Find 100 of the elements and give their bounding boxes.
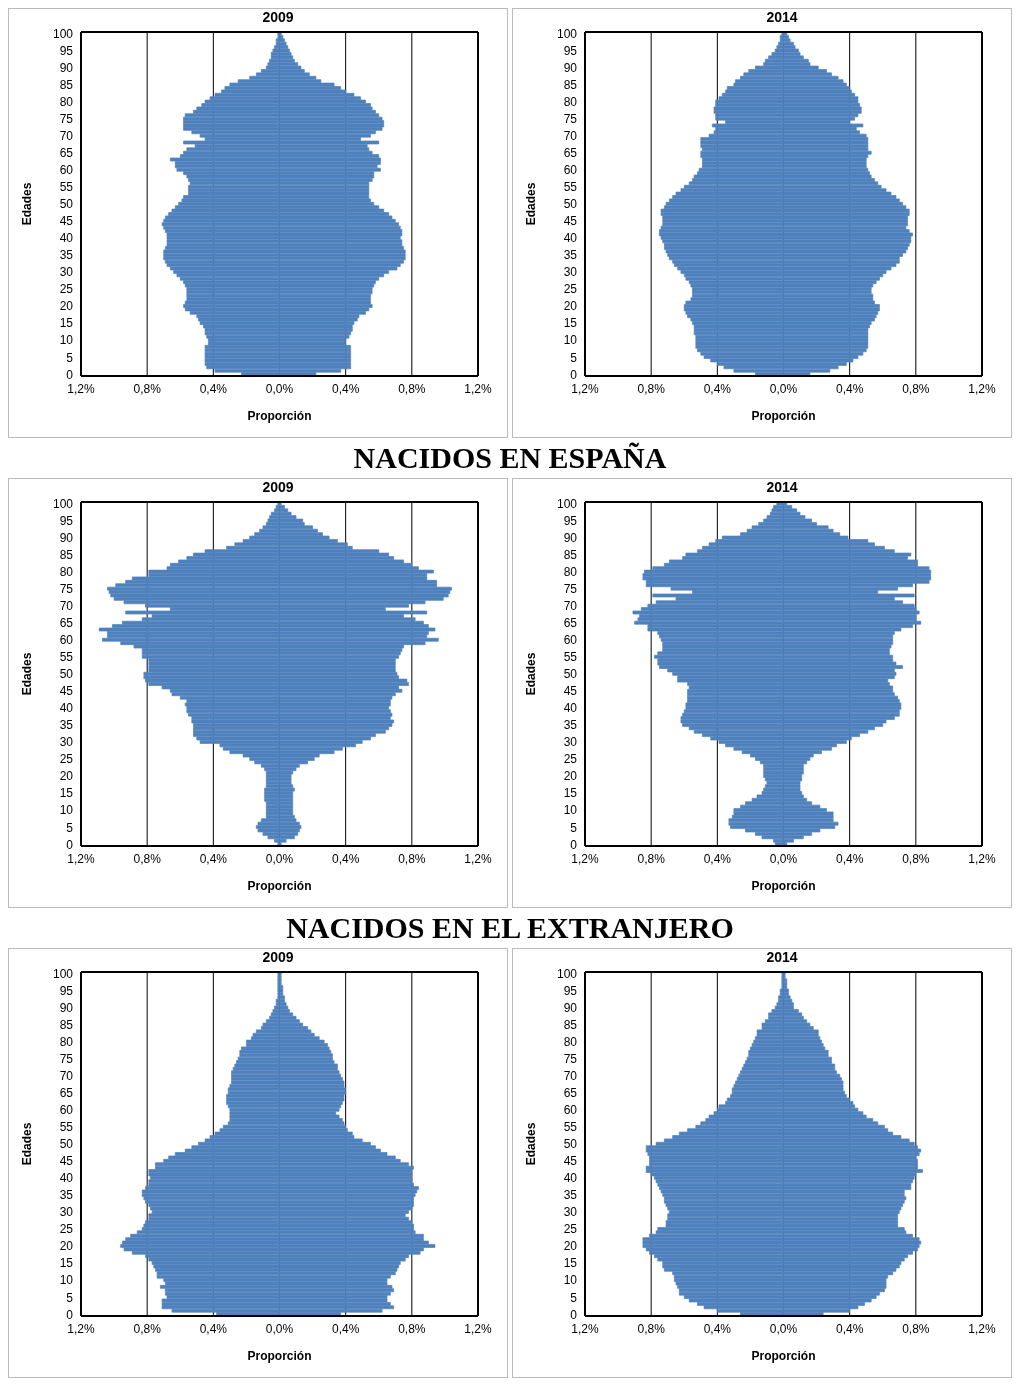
y-tick-label: 60 (59, 633, 74, 648)
x-tick-label: 0,0% (265, 851, 294, 866)
y-tick-label: 60 (563, 163, 578, 178)
y-tick-label: 95 (563, 983, 578, 998)
y-tick-label: 0 (66, 837, 74, 852)
y-tick-label: 70 (59, 129, 74, 144)
x-tick-label: 0,0% (265, 381, 294, 396)
y-tick-label: 35 (563, 248, 578, 263)
x-tick-label: 0,4% (199, 851, 228, 866)
x-tick-label: 0,8% (133, 851, 162, 866)
y-tick-label: 45 (563, 1154, 578, 1169)
y-tick-label: 65 (59, 1086, 74, 1101)
y-tick-label: 65 (563, 1086, 578, 1101)
y-tick-label: 85 (563, 548, 578, 563)
x-tick-label: 0,4% (703, 381, 732, 396)
x-tick-label: 0,0% (769, 851, 798, 866)
y-axis-title: Edades (524, 182, 539, 226)
chart-title: 2014 (765, 479, 799, 497)
y-tick-label: 40 (563, 701, 578, 716)
x-tick-label: 0,8% (133, 1321, 162, 1336)
y-tick-label: 15 (563, 316, 578, 331)
y-tick-label: 5 (66, 350, 74, 365)
y-tick-label: 10 (59, 803, 74, 818)
y-tick-label: 35 (563, 718, 578, 733)
x-tick-label: 0,4% (331, 1321, 360, 1336)
y-tick-label: 85 (59, 78, 74, 93)
y-tick-label: 100 (556, 966, 578, 981)
y-tick-label: 50 (59, 1137, 74, 1152)
y-tick-label: 80 (59, 1035, 74, 1050)
y-tick-label: 60 (59, 1103, 74, 1118)
y-tick-label: 30 (563, 735, 578, 750)
y-tick-label: 50 (59, 197, 74, 212)
y-tick-label: 15 (563, 786, 578, 801)
x-tick-label: 1,2% (968, 851, 996, 866)
y-tick-label: 80 (563, 565, 578, 580)
y-tick-label: 85 (59, 1018, 74, 1033)
y-tick-label: 10 (59, 333, 74, 348)
x-tick-label: 0,4% (835, 851, 864, 866)
y-tick-label: 55 (59, 650, 74, 665)
y-tick-label: 0 (66, 367, 74, 382)
y-tick-label: 60 (563, 633, 578, 648)
y-tick-label: 85 (563, 1018, 578, 1033)
x-tick-label: 0,8% (398, 381, 426, 396)
y-tick-label: 75 (59, 1052, 74, 1067)
x-tick-label: 0,8% (637, 1321, 666, 1336)
y-tick-label: 100 (52, 496, 74, 511)
y-tick-label: 85 (563, 78, 578, 93)
y-tick-label: 75 (59, 112, 74, 127)
y-tick-label: 70 (59, 1069, 74, 1084)
y-tick-label: 100 (556, 26, 578, 41)
y-tick-label: 30 (563, 265, 578, 280)
y-tick-label: 95 (563, 43, 578, 58)
y-tick-label: 65 (59, 616, 74, 631)
y-tick-label: 100 (556, 496, 578, 511)
y-tick-label: 25 (563, 752, 578, 767)
chart-subtitle: NACIDOS EN EL EXTRANJERO (285, 910, 735, 946)
y-tick-label: 50 (563, 1137, 578, 1152)
x-tick-label: 0,8% (902, 851, 930, 866)
x-tick-label: 1,2% (968, 1321, 996, 1336)
y-tick-label: 90 (563, 1001, 578, 1016)
y-tick-label: 35 (59, 1188, 74, 1203)
chart-subtitle: NACIDOS EN ESPAÑA (352, 440, 668, 476)
y-tick-label: 10 (563, 803, 578, 818)
x-tick-label: 0,4% (703, 851, 732, 866)
y-tick-label: 40 (59, 1171, 74, 1186)
y-tick-label: 80 (563, 95, 578, 110)
y-tick-label: 50 (59, 667, 74, 682)
x-tick-label: 0,4% (703, 1321, 732, 1336)
y-tick-label: 5 (66, 1290, 74, 1305)
y-tick-label: 65 (563, 616, 578, 631)
y-tick-label: 85 (59, 548, 74, 563)
x-tick-label: 1,2% (464, 381, 492, 396)
y-tick-label: 60 (59, 163, 74, 178)
y-tick-label: 0 (570, 367, 578, 382)
x-tick-label: 0,4% (199, 1321, 228, 1336)
y-tick-label: 90 (59, 61, 74, 76)
x-axis-title: Proporción (751, 409, 816, 423)
y-tick-label: 25 (563, 282, 578, 297)
x-tick-label: 0,4% (331, 851, 360, 866)
y-tick-label: 70 (563, 599, 578, 614)
y-tick-label: 75 (563, 1052, 578, 1067)
y-tick-label: 90 (59, 1001, 74, 1016)
y-tick-label: 65 (563, 146, 578, 161)
y-tick-label: 75 (59, 582, 74, 597)
y-tick-label: 5 (570, 1290, 578, 1305)
y-tick-label: 45 (59, 684, 74, 699)
y-tick-label: 5 (570, 820, 578, 835)
y-axis-title: Edades (524, 1122, 539, 1166)
x-tick-label: 1,2% (968, 381, 996, 396)
chart-title: 2009 (261, 479, 295, 497)
y-tick-label: 0 (570, 837, 578, 852)
y-tick-label: 90 (563, 531, 578, 546)
y-axis-title: Edades (20, 652, 35, 696)
y-tick-label: 20 (563, 1239, 578, 1254)
x-tick-label: 1,2% (464, 851, 492, 866)
x-axis-title: Proporción (751, 1349, 816, 1363)
x-tick-label: 1,2% (464, 1321, 492, 1336)
y-tick-label: 10 (59, 1273, 74, 1288)
y-tick-label: 15 (563, 1256, 578, 1271)
y-tick-label: 60 (563, 1103, 578, 1118)
